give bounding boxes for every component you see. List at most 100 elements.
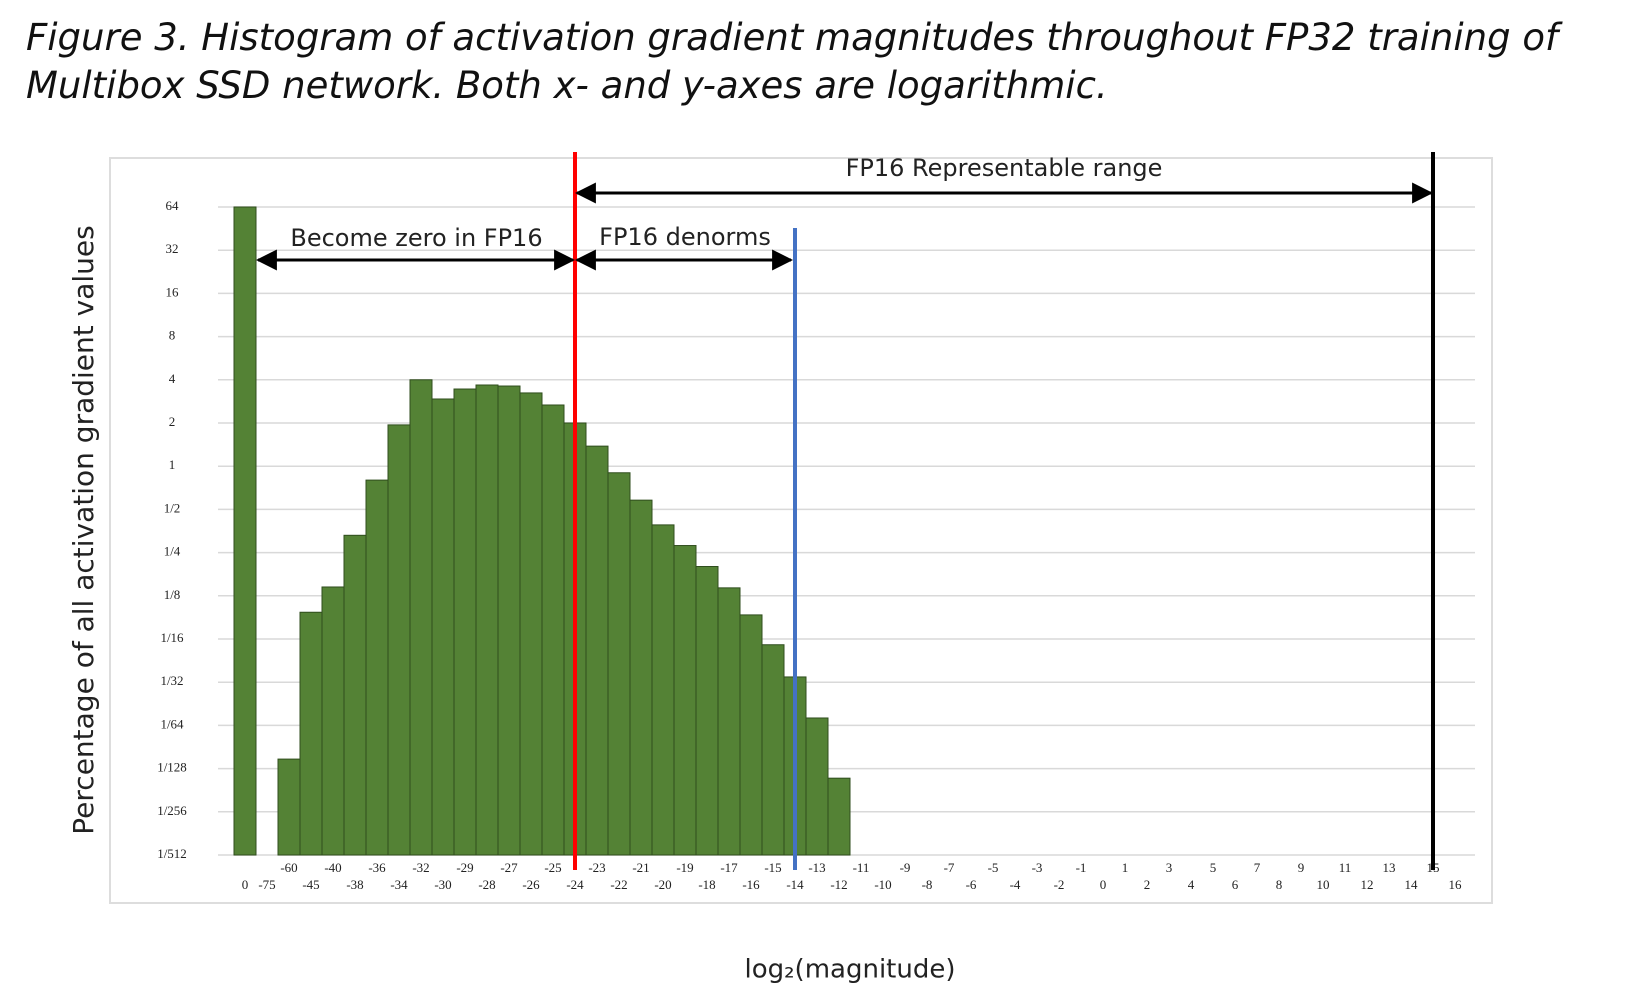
x-tick-label: 9 bbox=[1298, 860, 1305, 875]
bar bbox=[233, 206, 257, 856]
bar bbox=[651, 524, 675, 856]
bar bbox=[365, 479, 389, 856]
x-tick-label: -23 bbox=[588, 860, 605, 875]
x-tick-label: -26 bbox=[522, 877, 540, 892]
x-tick-label: -60 bbox=[280, 860, 297, 875]
y-tick-label: 1/2 bbox=[164, 500, 181, 515]
y-tick-label: 2 bbox=[169, 414, 176, 429]
y-axis-title: Percentage of all activation gradient va… bbox=[67, 225, 100, 834]
x-axis-title: log₂(magnitude) bbox=[745, 955, 956, 985]
bar bbox=[805, 717, 829, 856]
x-tick-label: 14 bbox=[1405, 877, 1419, 892]
bar bbox=[607, 472, 631, 856]
x-tick-label: -24 bbox=[566, 877, 584, 892]
bar bbox=[827, 777, 851, 856]
x-tick-label: -40 bbox=[324, 860, 341, 875]
y-tick-label: 1/8 bbox=[164, 587, 181, 602]
x-tick-label: 0 bbox=[1100, 877, 1107, 892]
y-tick-label: 32 bbox=[166, 241, 179, 256]
bar bbox=[717, 587, 741, 856]
bar bbox=[277, 758, 301, 856]
y-tick-label: 1/64 bbox=[160, 716, 184, 731]
x-tick-label: -2 bbox=[1054, 877, 1065, 892]
x-tick-label: -15 bbox=[764, 860, 781, 875]
y-tick-label: 1/16 bbox=[160, 630, 184, 645]
x-tick-label: -32 bbox=[412, 860, 429, 875]
bar bbox=[431, 398, 455, 856]
x-tick-label: 4 bbox=[1188, 877, 1195, 892]
bar bbox=[321, 586, 345, 856]
x-tick-label: 16 bbox=[1449, 877, 1463, 892]
x-tick-label: -18 bbox=[698, 877, 715, 892]
bar bbox=[541, 404, 565, 856]
x-tick-label: -14 bbox=[786, 877, 804, 892]
x-tick-label: -75 bbox=[258, 877, 275, 892]
y-tick-label: 1/4 bbox=[164, 544, 181, 559]
x-tick-label: -34 bbox=[390, 877, 408, 892]
bar bbox=[453, 388, 477, 856]
bar bbox=[585, 445, 609, 856]
x-tick-label: -38 bbox=[346, 877, 363, 892]
x-tick-label: 0 bbox=[242, 877, 249, 892]
x-tick-label: 8 bbox=[1276, 877, 1283, 892]
y-tick-label: 1 bbox=[169, 457, 176, 472]
y-tick-label: 4 bbox=[169, 371, 176, 386]
bar bbox=[299, 611, 323, 856]
bar bbox=[761, 644, 785, 856]
bar bbox=[519, 392, 543, 856]
x-tick-label: -28 bbox=[478, 877, 495, 892]
x-tick-label: 1 bbox=[1122, 860, 1129, 875]
chart-frame bbox=[109, 157, 1493, 904]
x-tick-label: -8 bbox=[922, 877, 933, 892]
x-tick-label: -16 bbox=[742, 877, 760, 892]
x-tick-label: 7 bbox=[1254, 860, 1261, 875]
x-tick-label: -20 bbox=[654, 877, 671, 892]
x-tick-label: 12 bbox=[1361, 877, 1374, 892]
x-tick-label: -19 bbox=[676, 860, 693, 875]
x-tick-label: -22 bbox=[610, 877, 627, 892]
caption: Figure 3. Histogram of activation gradie… bbox=[26, 14, 1558, 110]
bar bbox=[343, 534, 367, 856]
y-tick-label: 8 bbox=[169, 328, 176, 343]
caption-line: Multibox SSD network. Both x- and y-axes… bbox=[26, 64, 1108, 107]
x-tick-label: 3 bbox=[1166, 860, 1173, 875]
y-tick-label: 1/256 bbox=[157, 803, 187, 818]
annotation: Become zero in FP16 bbox=[290, 224, 542, 252]
x-tick-label: 11 bbox=[1339, 860, 1352, 875]
x-tick-label: -21 bbox=[632, 860, 649, 875]
caption-line: Figure 3. Histogram of activation gradie… bbox=[26, 16, 1558, 59]
x-tick-label: 2 bbox=[1144, 877, 1151, 892]
x-tick-label: -27 bbox=[500, 860, 518, 875]
bar bbox=[695, 566, 719, 856]
x-tick-label: -36 bbox=[368, 860, 386, 875]
x-tick-label: 13 bbox=[1383, 860, 1396, 875]
x-tick-label: -25 bbox=[544, 860, 561, 875]
bar bbox=[629, 499, 653, 856]
x-tick-label: 6 bbox=[1232, 877, 1239, 892]
x-tick-label: -7 bbox=[944, 860, 955, 875]
bar bbox=[739, 614, 763, 856]
bar bbox=[475, 384, 499, 856]
x-tick-label: -4 bbox=[1010, 877, 1021, 892]
bar bbox=[387, 424, 411, 856]
bar bbox=[409, 379, 433, 856]
x-tick-label: 10 bbox=[1317, 877, 1330, 892]
y-tick-label: 1/512 bbox=[157, 846, 187, 861]
x-tick-label: -9 bbox=[900, 860, 911, 875]
x-tick-label: -10 bbox=[874, 877, 891, 892]
y-tick-label: 1/128 bbox=[157, 760, 187, 775]
x-tick-label: -29 bbox=[456, 860, 473, 875]
annotation: FP16 denorms bbox=[599, 223, 771, 251]
bar bbox=[673, 545, 697, 856]
x-tick-label: -13 bbox=[808, 860, 825, 875]
annotation: FP16 Representable range bbox=[846, 154, 1163, 182]
x-tick-label: 5 bbox=[1210, 860, 1217, 875]
x-tick-label: -17 bbox=[720, 860, 738, 875]
x-tick-label: -3 bbox=[1032, 860, 1043, 875]
y-tick-label: 16 bbox=[166, 284, 180, 299]
y-tick-label: 64 bbox=[166, 198, 180, 213]
x-tick-label: -45 bbox=[302, 877, 319, 892]
x-tick-label: -12 bbox=[830, 877, 847, 892]
